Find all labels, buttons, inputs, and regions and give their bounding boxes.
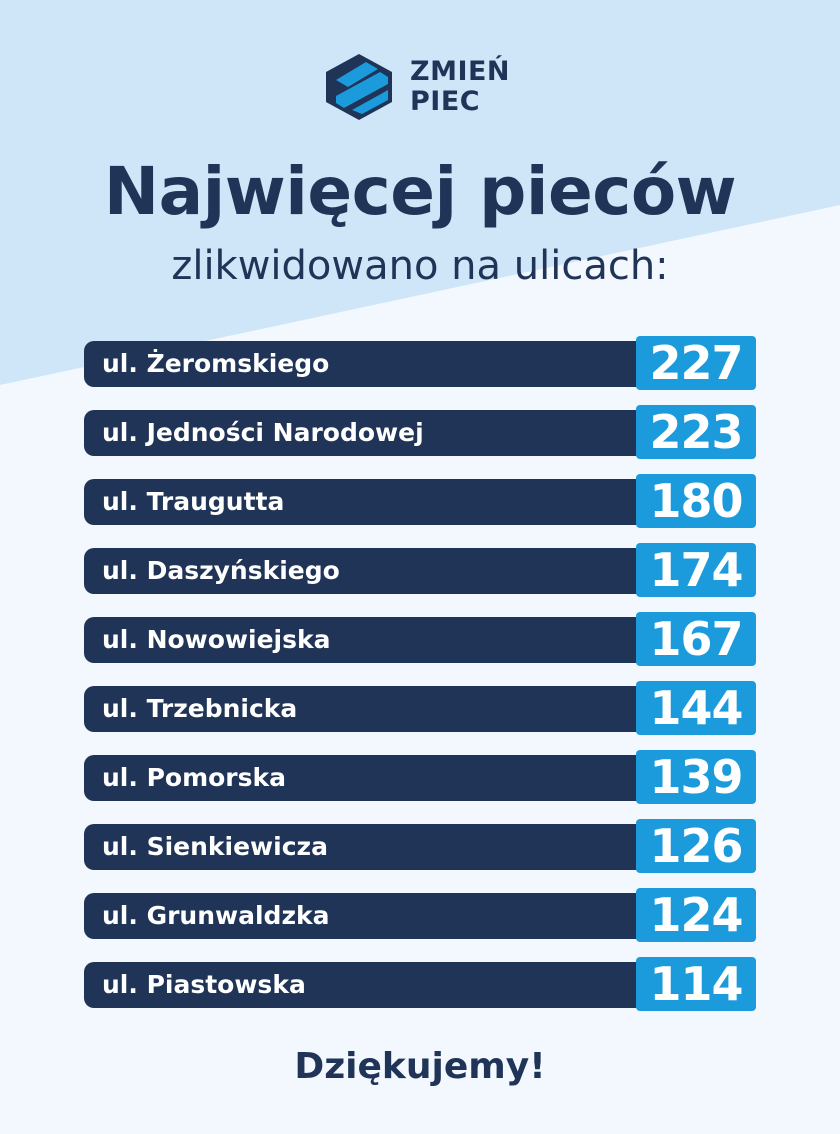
thank-you-text: Dziękujemy!	[294, 1046, 546, 1087]
street-bar	[84, 548, 684, 594]
table-row: ul. Nowowiejska 167	[84, 612, 756, 666]
stove-count: 126	[636, 819, 756, 873]
stove-count: 167	[636, 612, 756, 666]
table-row: ul. Jedności Narodowej 223	[84, 405, 756, 459]
table-row: ul. Piastowska 114	[84, 957, 756, 1011]
logo-line-2: PIEC	[410, 86, 481, 117]
table-row: ul. Daszyńskiego 174	[84, 543, 756, 597]
street-name: ul. Żeromskiego	[102, 349, 330, 378]
table-row: ul. Traugutta 180	[84, 474, 756, 528]
stove-count: 139	[636, 750, 756, 804]
logo-text: ZMIEŃ PIEC	[410, 57, 510, 117]
street-name: ul. Grunwaldzka	[102, 901, 330, 930]
street-bar	[84, 893, 684, 939]
table-row: ul. Pomorska 139	[84, 750, 756, 804]
stove-count: 227	[636, 336, 756, 390]
street-bar	[84, 755, 684, 801]
street-name: ul. Jedności Narodowej	[102, 418, 424, 447]
street-bar	[84, 617, 684, 663]
stove-count: 223	[636, 405, 756, 459]
street-name: ul. Traugutta	[102, 487, 285, 516]
street-name: ul. Pomorska	[102, 763, 286, 792]
page-subtitle: zlikwidowano na ulicach:	[171, 243, 669, 289]
logo: ZMIEŃ PIEC	[322, 52, 510, 122]
street-bar	[84, 686, 684, 732]
street-bar	[84, 341, 684, 387]
stove-count: 174	[636, 543, 756, 597]
stove-count: 124	[636, 888, 756, 942]
street-name: ul. Sienkiewicza	[102, 832, 328, 861]
stove-count: 114	[636, 957, 756, 1011]
table-row: ul. Sienkiewicza 126	[84, 819, 756, 873]
zmien-piec-logo-icon	[326, 54, 392, 120]
street-bar	[84, 824, 684, 870]
table-row: ul. Żeromskiego 227	[84, 336, 756, 390]
street-name: ul. Daszyńskiego	[102, 556, 340, 585]
page-title: Najwięcej pieców	[103, 153, 737, 230]
street-ranking-table: ul. Żeromskiego 227 ul. Jedności Narodowej…	[84, 336, 756, 1026]
stove-count: 144	[636, 681, 756, 735]
street-name: ul. Nowowiejska	[102, 625, 331, 654]
stove-count: 180	[636, 474, 756, 528]
street-bar	[84, 479, 684, 525]
street-name: ul. Piastowska	[102, 970, 306, 999]
street-bar	[84, 410, 684, 456]
street-name: ul. Trzebnicka	[102, 694, 298, 723]
table-row: ul. Trzebnicka 144	[84, 681, 756, 735]
street-bar	[84, 962, 684, 1008]
table-row: ul. Grunwaldzka 124	[84, 888, 756, 942]
logo-line-1: ZMIEŃ	[410, 56, 511, 87]
